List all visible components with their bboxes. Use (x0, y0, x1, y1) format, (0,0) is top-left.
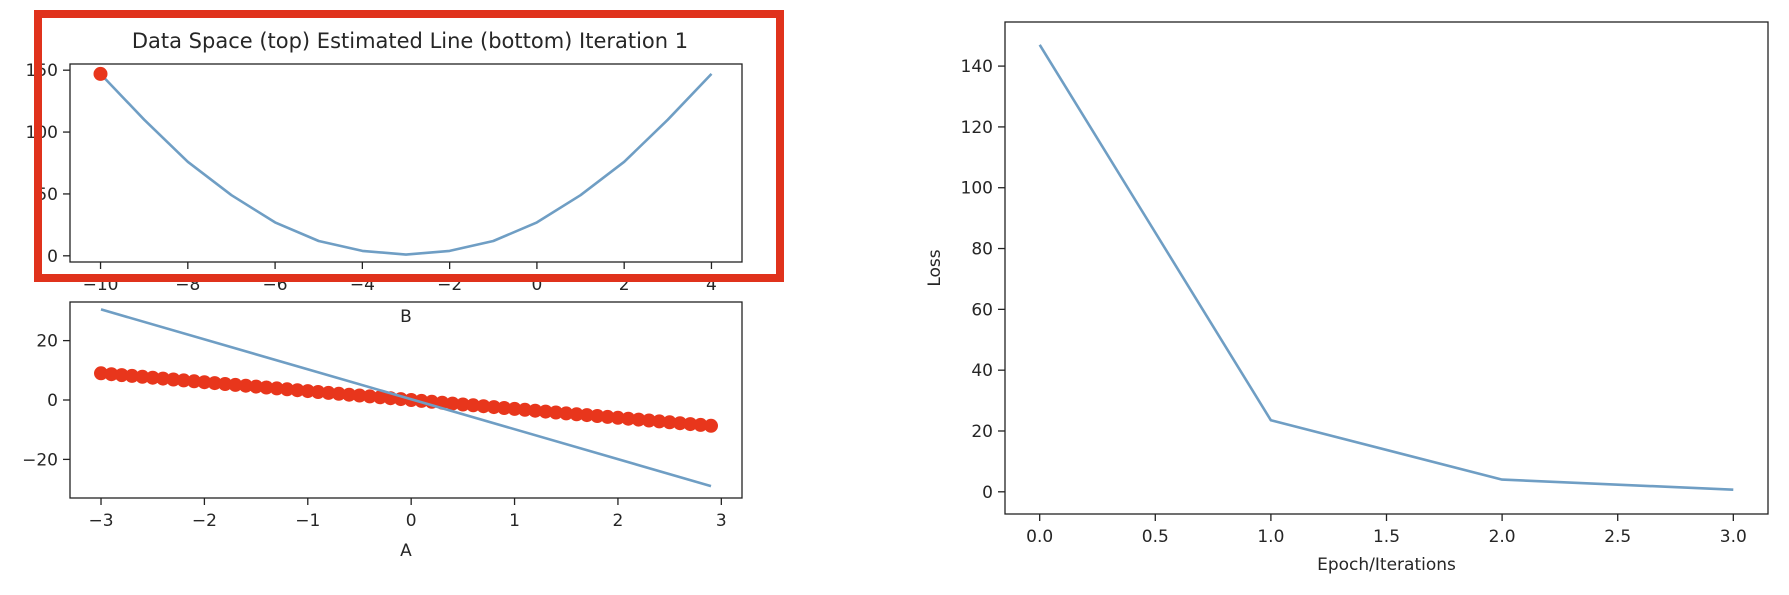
parameter-space-xtick-label: 0 (531, 275, 542, 295)
estimated-line-data-point (311, 385, 326, 399)
loss-ytick-label: 0 (982, 483, 993, 503)
loss-xtick-label: 0.5 (1142, 527, 1169, 547)
estimated-line-data-point (559, 406, 574, 421)
estimated-line-data-point (528, 403, 543, 418)
parameter-space-ytick-label: 0 (47, 247, 58, 267)
loss-x-axis-label: Epoch/Iterations (1317, 555, 1456, 575)
loss-y-axis-label: Loss (925, 249, 945, 286)
estimated-line-data-point (621, 411, 636, 426)
parameter-space-series-line (99, 73, 713, 256)
parameter-space-xtick-label: 4 (706, 275, 717, 295)
estimated-line-ytick-label: 20 (36, 332, 58, 352)
estimated-line-data-point (228, 377, 243, 392)
estimated-line-data-point (94, 366, 108, 381)
estimated-line-data-point (197, 375, 212, 390)
estimated-line-data-point (538, 404, 553, 419)
estimated-line-xtick-label: −1 (295, 511, 320, 531)
estimated-line-data-point (125, 368, 139, 383)
estimated-line-data-point (579, 408, 594, 423)
estimated-line-series-line (100, 308, 712, 488)
estimated-line-xtick-label: 1 (509, 511, 520, 531)
estimated-line-data-point (445, 396, 460, 411)
estimated-line-data-point (166, 372, 181, 387)
estimated-line-data-point (455, 397, 470, 412)
estimated-line-data-point (683, 417, 698, 432)
estimated-line-data-point (300, 384, 315, 399)
highlight-box (34, 10, 784, 282)
estimated-line-data-point (600, 409, 615, 424)
estimated-line-data-point (704, 418, 718, 433)
estimated-line-data-point (517, 402, 532, 417)
estimated-line-data-point (259, 380, 274, 395)
loss-axes-frame (1004, 21, 1769, 515)
estimated-line-data-point (673, 416, 687, 431)
loss-ytick-label: 40 (971, 361, 993, 381)
loss-xtick-label: 1.5 (1373, 527, 1400, 547)
estimated-line-data-point (486, 400, 501, 415)
estimated-line-data-point (476, 399, 491, 414)
estimated-line-data-point (642, 413, 656, 428)
estimated-line-data-point (693, 417, 708, 432)
loss-chart: 0.0 0.5 1.0 1.5 2.0 2.5 3.0 0 20 40 60 80 100 120 140 E… (925, 21, 1769, 575)
estimated-line-xtick-label: 0 (406, 511, 417, 531)
estimated-line-data-point (104, 367, 119, 382)
estimated-line-data-point (466, 398, 481, 413)
loss-xtick-label: 2.5 (1604, 527, 1631, 547)
estimated-line-data-point (662, 415, 677, 430)
loss-ytick-label: 100 (961, 179, 993, 199)
estimated-line-xtick-label: −3 (88, 511, 113, 531)
estimated-line-ytick-label: −20 (22, 450, 58, 470)
parameter-space-xtick-label: 2 (619, 275, 630, 295)
estimated-line-data-point (362, 389, 377, 404)
loss-xtick-label: 1.0 (1257, 527, 1284, 547)
estimated-line-ytick-label: 0 (47, 391, 58, 411)
estimated-line-data-point (249, 379, 264, 394)
loss-ytick-label: 60 (971, 300, 993, 320)
estimated-line-data-point (114, 368, 129, 383)
estimated-line-data-point (207, 376, 222, 391)
loss-ytick-label: 140 (961, 57, 993, 77)
estimated-line-data-point (321, 385, 336, 400)
estimated-line-xtick-label: 2 (613, 511, 624, 531)
estimated-line-data-point (290, 383, 305, 398)
estimated-line-data-point (652, 414, 667, 429)
estimated-line-data-point (135, 369, 150, 384)
estimated-line-data-point (156, 371, 170, 386)
estimated-line-data-point (569, 407, 584, 422)
estimated-line-data-point (352, 388, 367, 403)
estimated-line-data-point (187, 374, 202, 389)
estimated-line-data-point (176, 373, 191, 388)
estimated-line-data-point (507, 401, 522, 416)
estimated-line-data-point (631, 412, 646, 427)
estimated-line-data-point (548, 405, 563, 420)
estimated-line-data-point (218, 377, 233, 391)
estimated-line-data-point (590, 409, 605, 423)
estimated-line-chart: −3 −2 −1 0 1 2 3 −20 0 20 A (22, 301, 743, 561)
estimated-line-data-point (269, 381, 284, 396)
parameter-space-x-axis-label: B (400, 307, 412, 327)
loss-xtick-label: 2.0 (1489, 527, 1516, 547)
loss-ytick-label: 20 (971, 422, 993, 442)
parameter-space-data-point (93, 66, 108, 81)
estimated-line-data-point (145, 370, 160, 385)
loss-xtick-label: 3.0 (1720, 527, 1747, 547)
loss-ytick-label: 80 (971, 240, 993, 260)
estimated-line-data-point (331, 386, 346, 401)
estimated-line-data-point (238, 378, 253, 393)
estimated-line-data-point (497, 401, 512, 415)
estimated-line-data-point (373, 390, 388, 405)
estimated-line-data-point (610, 410, 625, 425)
estimated-line-xtick-label: −2 (192, 511, 217, 531)
parameter-space-axes-frame (69, 63, 743, 263)
loss-xtick-label: 0.0 (1026, 527, 1053, 547)
estimated-line-data-point (342, 387, 357, 402)
loss-ytick-label: 120 (961, 118, 993, 138)
estimated-line-x-axis-label: A (400, 541, 412, 561)
loss-series-line (1038, 44, 1734, 491)
parameter-space-title: Data Space (top) Estimated Line (bottom)… (132, 29, 688, 53)
estimated-line-xtick-label: 3 (716, 511, 727, 531)
estimated-line-data-point (280, 382, 295, 397)
